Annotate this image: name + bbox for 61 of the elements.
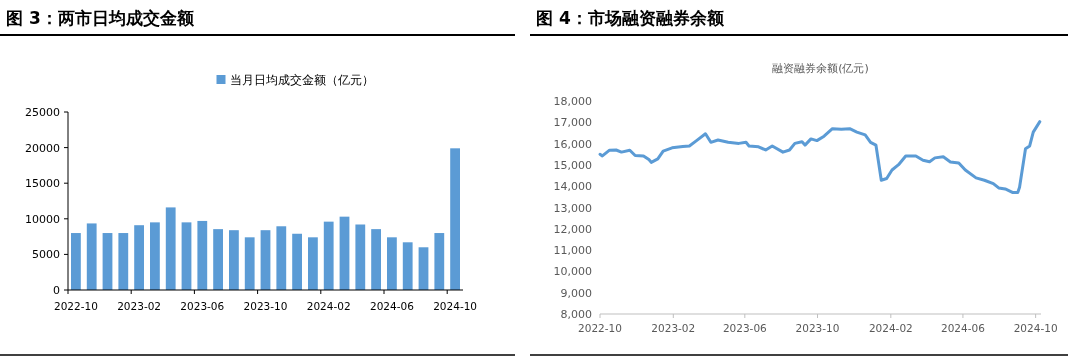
x-tick-label: 2024-10 (1013, 322, 1058, 334)
y-tick-label: 17,000 (553, 116, 592, 130)
x-tick-label: 2023-10 (243, 300, 288, 312)
x-tick-label: 2022-10 (578, 322, 622, 334)
x-tick-label: 2024-02 (306, 300, 351, 312)
y-tick-label: 16,000 (553, 137, 592, 151)
bar (339, 216, 350, 290)
bar (197, 220, 208, 290)
y-tick-label: 10,000 (553, 265, 592, 279)
bar (165, 207, 176, 290)
x-tick-label: 2024-10 (433, 300, 478, 312)
y-tick-label: 5000 (32, 248, 60, 262)
y-tick-label: 11,000 (553, 244, 592, 258)
y-tick-label: 8,000 (560, 308, 592, 321)
y-tick-label: 13,000 (553, 201, 592, 215)
x-tick-label: 2023-02 (651, 322, 696, 334)
x-tick-label: 2024-02 (868, 322, 913, 334)
y-tick-label: 10000 (25, 212, 60, 226)
bar (323, 221, 334, 290)
bar (260, 230, 271, 290)
bar (181, 222, 192, 290)
bar (213, 229, 223, 290)
y-tick-label: 25000 (25, 106, 60, 119)
legend-label: 当月日均成交金额（亿元） (229, 73, 374, 87)
chart-title: 图 4：市场融资融券余额 (536, 8, 725, 28)
bar (402, 242, 413, 290)
bar (244, 237, 255, 290)
bar (292, 233, 302, 290)
y-tick-label: 18,000 (553, 95, 592, 108)
bar (355, 224, 366, 290)
x-tick-label: 2023-06 (180, 300, 225, 312)
bar (450, 148, 460, 290)
y-tick-label: 14,000 (553, 180, 592, 194)
line-series (598, 120, 1042, 194)
y-tick-label: 0 (53, 284, 60, 297)
bar (434, 233, 445, 290)
chart-subtitle: 融资融券余额(亿元) (772, 62, 869, 75)
bar (387, 237, 397, 290)
y-tick-label: 15,000 (553, 158, 592, 172)
y-tick-label: 20000 (25, 141, 60, 155)
bar (102, 233, 113, 290)
x-tick-label: 2022-10 (53, 300, 98, 312)
x-tick-label: 2023-10 (795, 322, 840, 334)
bar (134, 225, 144, 290)
x-tick-label: 2023-02 (117, 300, 162, 312)
bar (418, 247, 429, 290)
bar (71, 233, 81, 290)
y-tick-label: 9,000 (560, 286, 592, 300)
y-tick-label: 15000 (25, 177, 60, 191)
bar (86, 223, 97, 290)
x-tick-label: 2024-06 (940, 322, 986, 334)
bar (371, 229, 381, 290)
y-tick-label: 12,000 (553, 222, 592, 236)
bar (229, 230, 239, 290)
bar (150, 222, 160, 290)
x-tick-label: 2024-06 (369, 300, 415, 312)
bar (276, 226, 287, 290)
bar (308, 237, 318, 290)
bar (118, 233, 129, 290)
x-tick-label: 2023-06 (722, 322, 768, 334)
chart-title: 图 3：两市日均成交金额 (6, 8, 195, 28)
